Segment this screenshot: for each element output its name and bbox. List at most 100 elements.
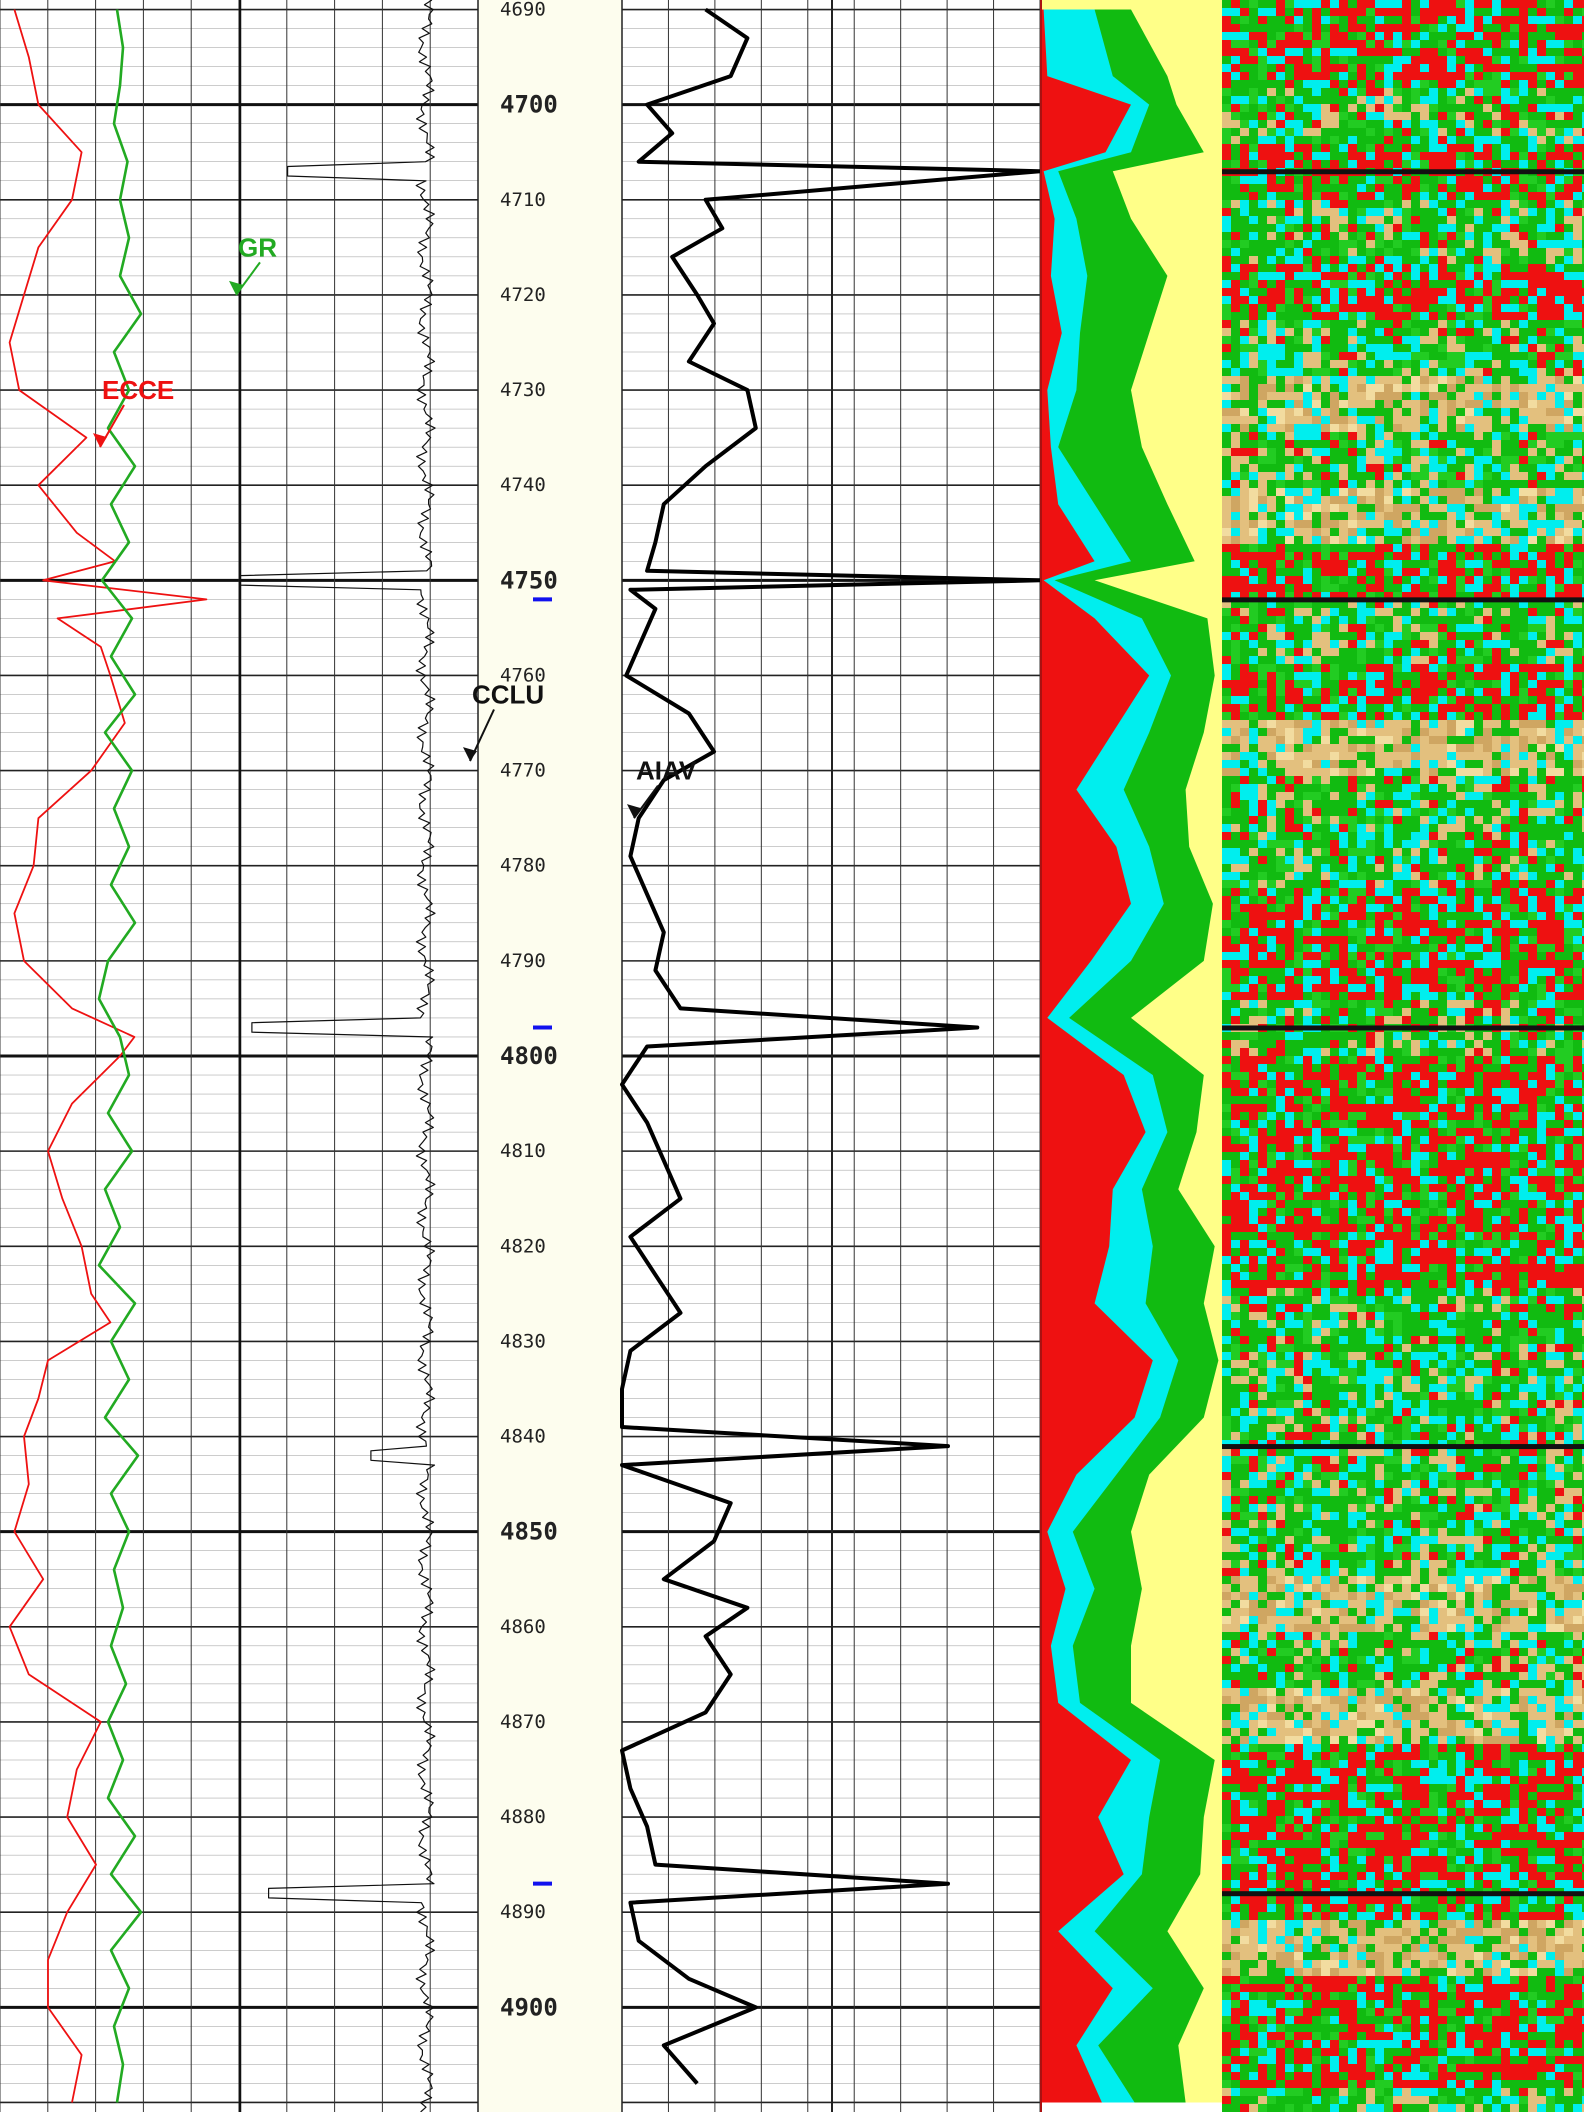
heatmap-cell [1366,104,1375,112]
heatmap-cell [1528,640,1537,648]
heatmap-cell [1456,784,1465,792]
heatmap-cell [1303,136,1312,144]
heatmap-cell [1447,192,1456,200]
heatmap-cell [1366,120,1375,128]
heatmap-cell [1294,544,1303,552]
heatmap-cell [1249,616,1258,624]
heatmap-cell [1393,680,1402,688]
heatmap-cell [1537,456,1546,464]
heatmap-cell [1420,24,1429,32]
heatmap-cell [1546,648,1555,656]
heatmap-cell [1348,544,1357,552]
heatmap-cell [1456,312,1465,320]
heatmap-cell [1339,280,1348,288]
heatmap-cell [1582,296,1584,304]
heatmap-cell [1348,160,1357,168]
heatmap-cell [1276,288,1285,296]
heatmap-cell [1501,344,1510,352]
heatmap-cell [1321,152,1330,160]
heatmap-cell [1276,864,1285,872]
heatmap-cell [1456,904,1465,912]
heatmap-cell [1537,848,1546,856]
heatmap-cell [1375,704,1384,712]
heatmap-cell [1537,552,1546,560]
heatmap-cell [1222,768,1231,776]
heatmap-cell [1438,720,1447,728]
heatmap-cell [1375,592,1384,600]
heatmap-cell [1348,528,1357,536]
heatmap-cell [1384,552,1393,560]
heatmap-cell [1438,520,1447,528]
heatmap-cell [1348,512,1357,520]
heatmap-cell [1357,496,1366,504]
heatmap-cell [1339,808,1348,816]
heatmap-cell [1321,560,1330,568]
heatmap-cell [1501,360,1510,368]
heatmap-cell [1222,568,1231,576]
heatmap-cell [1411,224,1420,232]
heatmap-cell [1312,152,1321,160]
heatmap-cell [1303,680,1312,688]
heatmap-cell [1384,904,1393,912]
heatmap-cell [1339,264,1348,272]
heatmap-cell [1402,32,1411,40]
heatmap-cell [1465,784,1474,792]
heatmap-cell [1483,352,1492,360]
heatmap-cell [1564,200,1573,208]
heatmap-cell [1240,40,1249,48]
heatmap-cell [1573,488,1582,496]
heatmap-cell [1456,528,1465,536]
heatmap-cell [1573,552,1582,560]
heatmap-cell [1402,792,1411,800]
heatmap-cell [1474,552,1483,560]
heatmap-cell [1483,416,1492,424]
heatmap-cell [1582,544,1584,552]
heatmap-cell [1456,872,1465,880]
heatmap-cell [1330,736,1339,744]
heatmap-cell [1564,48,1573,56]
heatmap-cell [1375,416,1384,424]
heatmap-cell [1546,680,1555,688]
heatmap-cell [1330,632,1339,640]
heatmap-cell [1240,776,1249,784]
heatmap-cell [1519,248,1528,256]
heatmap-cell [1456,776,1465,784]
heatmap-cell [1231,376,1240,384]
heatmap-cell [1474,888,1483,896]
heatmap-cell [1492,224,1501,232]
heatmap-cell [1483,88,1492,96]
heatmap-cell [1510,736,1519,744]
heatmap-cell [1456,824,1465,832]
heatmap-cell [1240,912,1249,920]
heatmap-cell [1330,816,1339,824]
heatmap-cell [1537,504,1546,512]
heatmap-cell [1420,864,1429,872]
heatmap-cell [1330,912,1339,920]
heatmap-cell [1267,680,1276,688]
depth-label: 4730 [500,379,546,401]
heatmap-cell [1573,392,1582,400]
heatmap-cell [1267,768,1276,776]
heatmap-cell [1357,504,1366,512]
heatmap-cell [1285,360,1294,368]
heatmap-cell [1537,344,1546,352]
heatmap-cell [1393,600,1402,608]
heatmap-cell [1528,656,1537,664]
heatmap-cell [1231,896,1240,904]
heatmap-cell [1402,656,1411,664]
heatmap-cell [1258,672,1267,680]
heatmap-cell [1384,768,1393,776]
heatmap-cell [1474,536,1483,544]
heatmap-cell [1474,232,1483,240]
heatmap-cell [1420,304,1429,312]
heatmap-cell [1456,32,1465,40]
heatmap-cell [1321,456,1330,464]
heatmap-cell [1366,800,1375,808]
heatmap-cell [1393,656,1402,664]
heatmap-cell [1222,680,1231,688]
heatmap-cell [1393,368,1402,376]
heatmap-cell [1249,904,1258,912]
heatmap-cell [1231,800,1240,808]
heatmap-cell [1249,464,1258,472]
heatmap-cell [1348,664,1357,672]
